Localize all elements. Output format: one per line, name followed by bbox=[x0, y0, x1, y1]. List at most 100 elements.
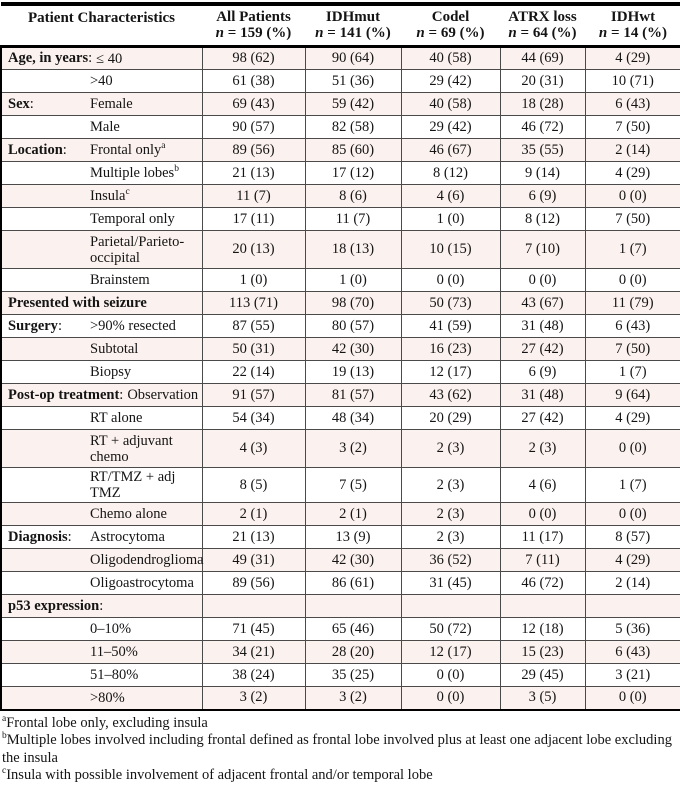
row-label-cell: Parietal/Parieto-occipital bbox=[0, 230, 203, 269]
footnote-marker: c bbox=[2, 766, 7, 777]
table-row: Brainstem 1 (0) 1 (0) 0 (0) 0 (0) 0 (0) bbox=[0, 268, 680, 292]
header-col-n: n = 69 (%) bbox=[401, 25, 500, 41]
data-cell: 11 (7) bbox=[304, 207, 402, 231]
row-label-cell: Oligodendroglioma bbox=[0, 548, 204, 572]
row-label-cell: Multiple lobesb bbox=[0, 161, 203, 185]
data-cell: 8 (12) bbox=[499, 207, 586, 231]
data-cell: 86 (61) bbox=[304, 571, 402, 595]
table-row: Surgery: >90% resected 87 (55) 80 (57) 41 (5… bbox=[0, 314, 680, 338]
row-sublabel: Parietal/Parieto-occipital bbox=[90, 233, 185, 266]
data-cell: 0 (0) bbox=[584, 502, 680, 526]
data-cell: 27 (42) bbox=[499, 337, 586, 361]
table-row: 51–80% 38 (24) 35 (25) 0 (0) 29 (45) 3 (21) bbox=[0, 663, 680, 687]
row-label-cell: 0–10% bbox=[0, 617, 203, 641]
data-cell: 98 (62) bbox=[201, 46, 306, 70]
data-cell: 4 (29) bbox=[584, 406, 680, 430]
table-row: RT + adjuvant chemo 4 (3) 3 (2) 2 (3) 2 (3) 0… bbox=[0, 429, 680, 468]
data-cell: 42 (30) bbox=[304, 337, 402, 361]
row-label-cell: Post-op treatment: Observation bbox=[0, 383, 203, 407]
header-col-name: IDHwt bbox=[610, 9, 656, 25]
table-row: >80% 3 (2) 3 (2) 0 (0) 3 (5) 0 (0) bbox=[0, 686, 680, 711]
footnote-marker: b bbox=[174, 164, 179, 175]
data-cell: 46 (67) bbox=[400, 138, 501, 162]
n-symbol: n bbox=[416, 25, 425, 41]
patient-characteristics-table: Patient Characteristics All Patients n =… bbox=[0, 2, 680, 711]
row-sublabel: Subtotal bbox=[90, 341, 139, 357]
data-cell: 82 (58) bbox=[304, 115, 402, 139]
row-sublabel: ≤ 40 bbox=[96, 50, 123, 67]
row-label-cell: RT/TMZ + adj TMZ bbox=[0, 467, 203, 503]
data-cell: 7 (50) bbox=[584, 115, 680, 139]
header-patient-characteristics: Patient Characteristics bbox=[1, 2, 202, 48]
row-category-label: Sex: bbox=[8, 95, 34, 112]
n-count: = 159 (%) bbox=[227, 25, 292, 41]
data-cell: 6 (43) bbox=[584, 640, 680, 664]
table-row: Post-op treatment: Observation 91 (57) 81 (… bbox=[0, 383, 680, 407]
data-cell: 2 (1) bbox=[304, 502, 402, 526]
data-cell: 91 (57) bbox=[201, 383, 306, 407]
data-cell: 21 (13) bbox=[201, 161, 306, 185]
row-sublabel: Frontal onlya bbox=[90, 141, 166, 158]
data-cell: 31 (48) bbox=[499, 383, 586, 407]
n-count: = 14 (%) bbox=[611, 25, 668, 41]
table-row: Subtotal 50 (31) 42 (30) 16 (23) 27 (42) 7 (5… bbox=[0, 337, 680, 361]
data-cell: 3 (21) bbox=[584, 663, 680, 687]
data-cell: 0 (0) bbox=[499, 268, 586, 292]
data-cell: 7 (50) bbox=[584, 207, 680, 231]
data-cell: 34 (21) bbox=[201, 640, 306, 664]
data-cell: 69 (43) bbox=[201, 92, 306, 116]
n-symbol: n bbox=[215, 25, 225, 41]
data-cell: 1 (7) bbox=[584, 360, 680, 384]
row-sublabel: RT alone bbox=[90, 410, 143, 426]
data-cell: 2 (3) bbox=[400, 502, 501, 526]
data-cell: 36 (52) bbox=[400, 548, 501, 572]
data-cell: 15 (23) bbox=[499, 640, 586, 664]
table-row: RT alone 54 (34) 48 (34) 20 (29) 27 (42) 4 (2… bbox=[0, 406, 680, 430]
data-cell: 21 (13) bbox=[201, 525, 306, 549]
table-row: 11–50% 34 (21) 28 (20) 12 (17) 15 (23) 6 (43) bbox=[0, 640, 680, 664]
data-cell: 18 (13) bbox=[304, 230, 402, 269]
table-row: p53 expression: bbox=[0, 594, 680, 618]
row-category-label: Diagnosis: bbox=[8, 528, 72, 545]
row-category-colon: : bbox=[62, 141, 67, 158]
data-cell bbox=[584, 594, 680, 618]
table-row: Male 90 (57) 82 (58) 29 (42) 46 (72) 7 (50) bbox=[0, 115, 680, 139]
row-label-cell: Diagnosis: Astrocytoma bbox=[0, 525, 203, 549]
row-sublabel: >40 bbox=[90, 73, 113, 89]
data-cell: 10 (15) bbox=[400, 230, 501, 269]
data-cell: 27 (42) bbox=[499, 406, 586, 430]
row-category-colon: : bbox=[67, 528, 72, 545]
row-label-cell: Subtotal bbox=[0, 337, 203, 361]
row-label-cell: Insulac bbox=[0, 184, 203, 208]
data-cell: 11 (7) bbox=[201, 184, 306, 208]
row-sublabel: RT + adjuvant chemo bbox=[90, 432, 173, 465]
row-sublabel: >80% bbox=[90, 689, 125, 706]
table-row: Diagnosis: Astrocytoma 21 (13) 13 (9) 2 (3) 1… bbox=[0, 525, 680, 549]
header-col-name: Codel bbox=[431, 9, 470, 25]
header-col-name: ATRX loss bbox=[508, 9, 577, 25]
data-cell: 1 (0) bbox=[201, 268, 306, 292]
data-cell: 9 (64) bbox=[584, 383, 680, 407]
row-sublabel: Observation bbox=[127, 387, 199, 403]
data-cell: 2 (3) bbox=[400, 525, 501, 549]
data-cell: 9 (14) bbox=[499, 161, 586, 185]
data-cell: 1 (7) bbox=[584, 230, 680, 269]
data-cell: 4 (6) bbox=[400, 184, 501, 208]
data-cell: 20 (29) bbox=[400, 406, 501, 430]
data-cell: 7 (5) bbox=[304, 467, 402, 503]
header-col-n: n = 14 (%) bbox=[585, 25, 680, 41]
data-cell: 0 (0) bbox=[584, 184, 680, 208]
row-label-cell: Age, in years: ≤ 40 bbox=[0, 46, 203, 70]
data-cell: 6 (43) bbox=[584, 92, 680, 116]
data-cell: 49 (31) bbox=[201, 548, 306, 572]
footnote-marker: c bbox=[125, 187, 130, 198]
data-cell: 0 (0) bbox=[584, 268, 680, 292]
data-cell: 50 (72) bbox=[400, 617, 501, 641]
data-cell: 46 (72) bbox=[499, 571, 586, 595]
data-cell: 2 (3) bbox=[400, 429, 501, 468]
data-cell: 20 (31) bbox=[499, 69, 586, 93]
row-label-cell: >80% bbox=[0, 686, 203, 711]
row-sublabel: Multiple lobesb bbox=[90, 164, 179, 181]
data-cell: 2 (3) bbox=[499, 429, 586, 468]
row-category-colon: : bbox=[119, 386, 124, 403]
